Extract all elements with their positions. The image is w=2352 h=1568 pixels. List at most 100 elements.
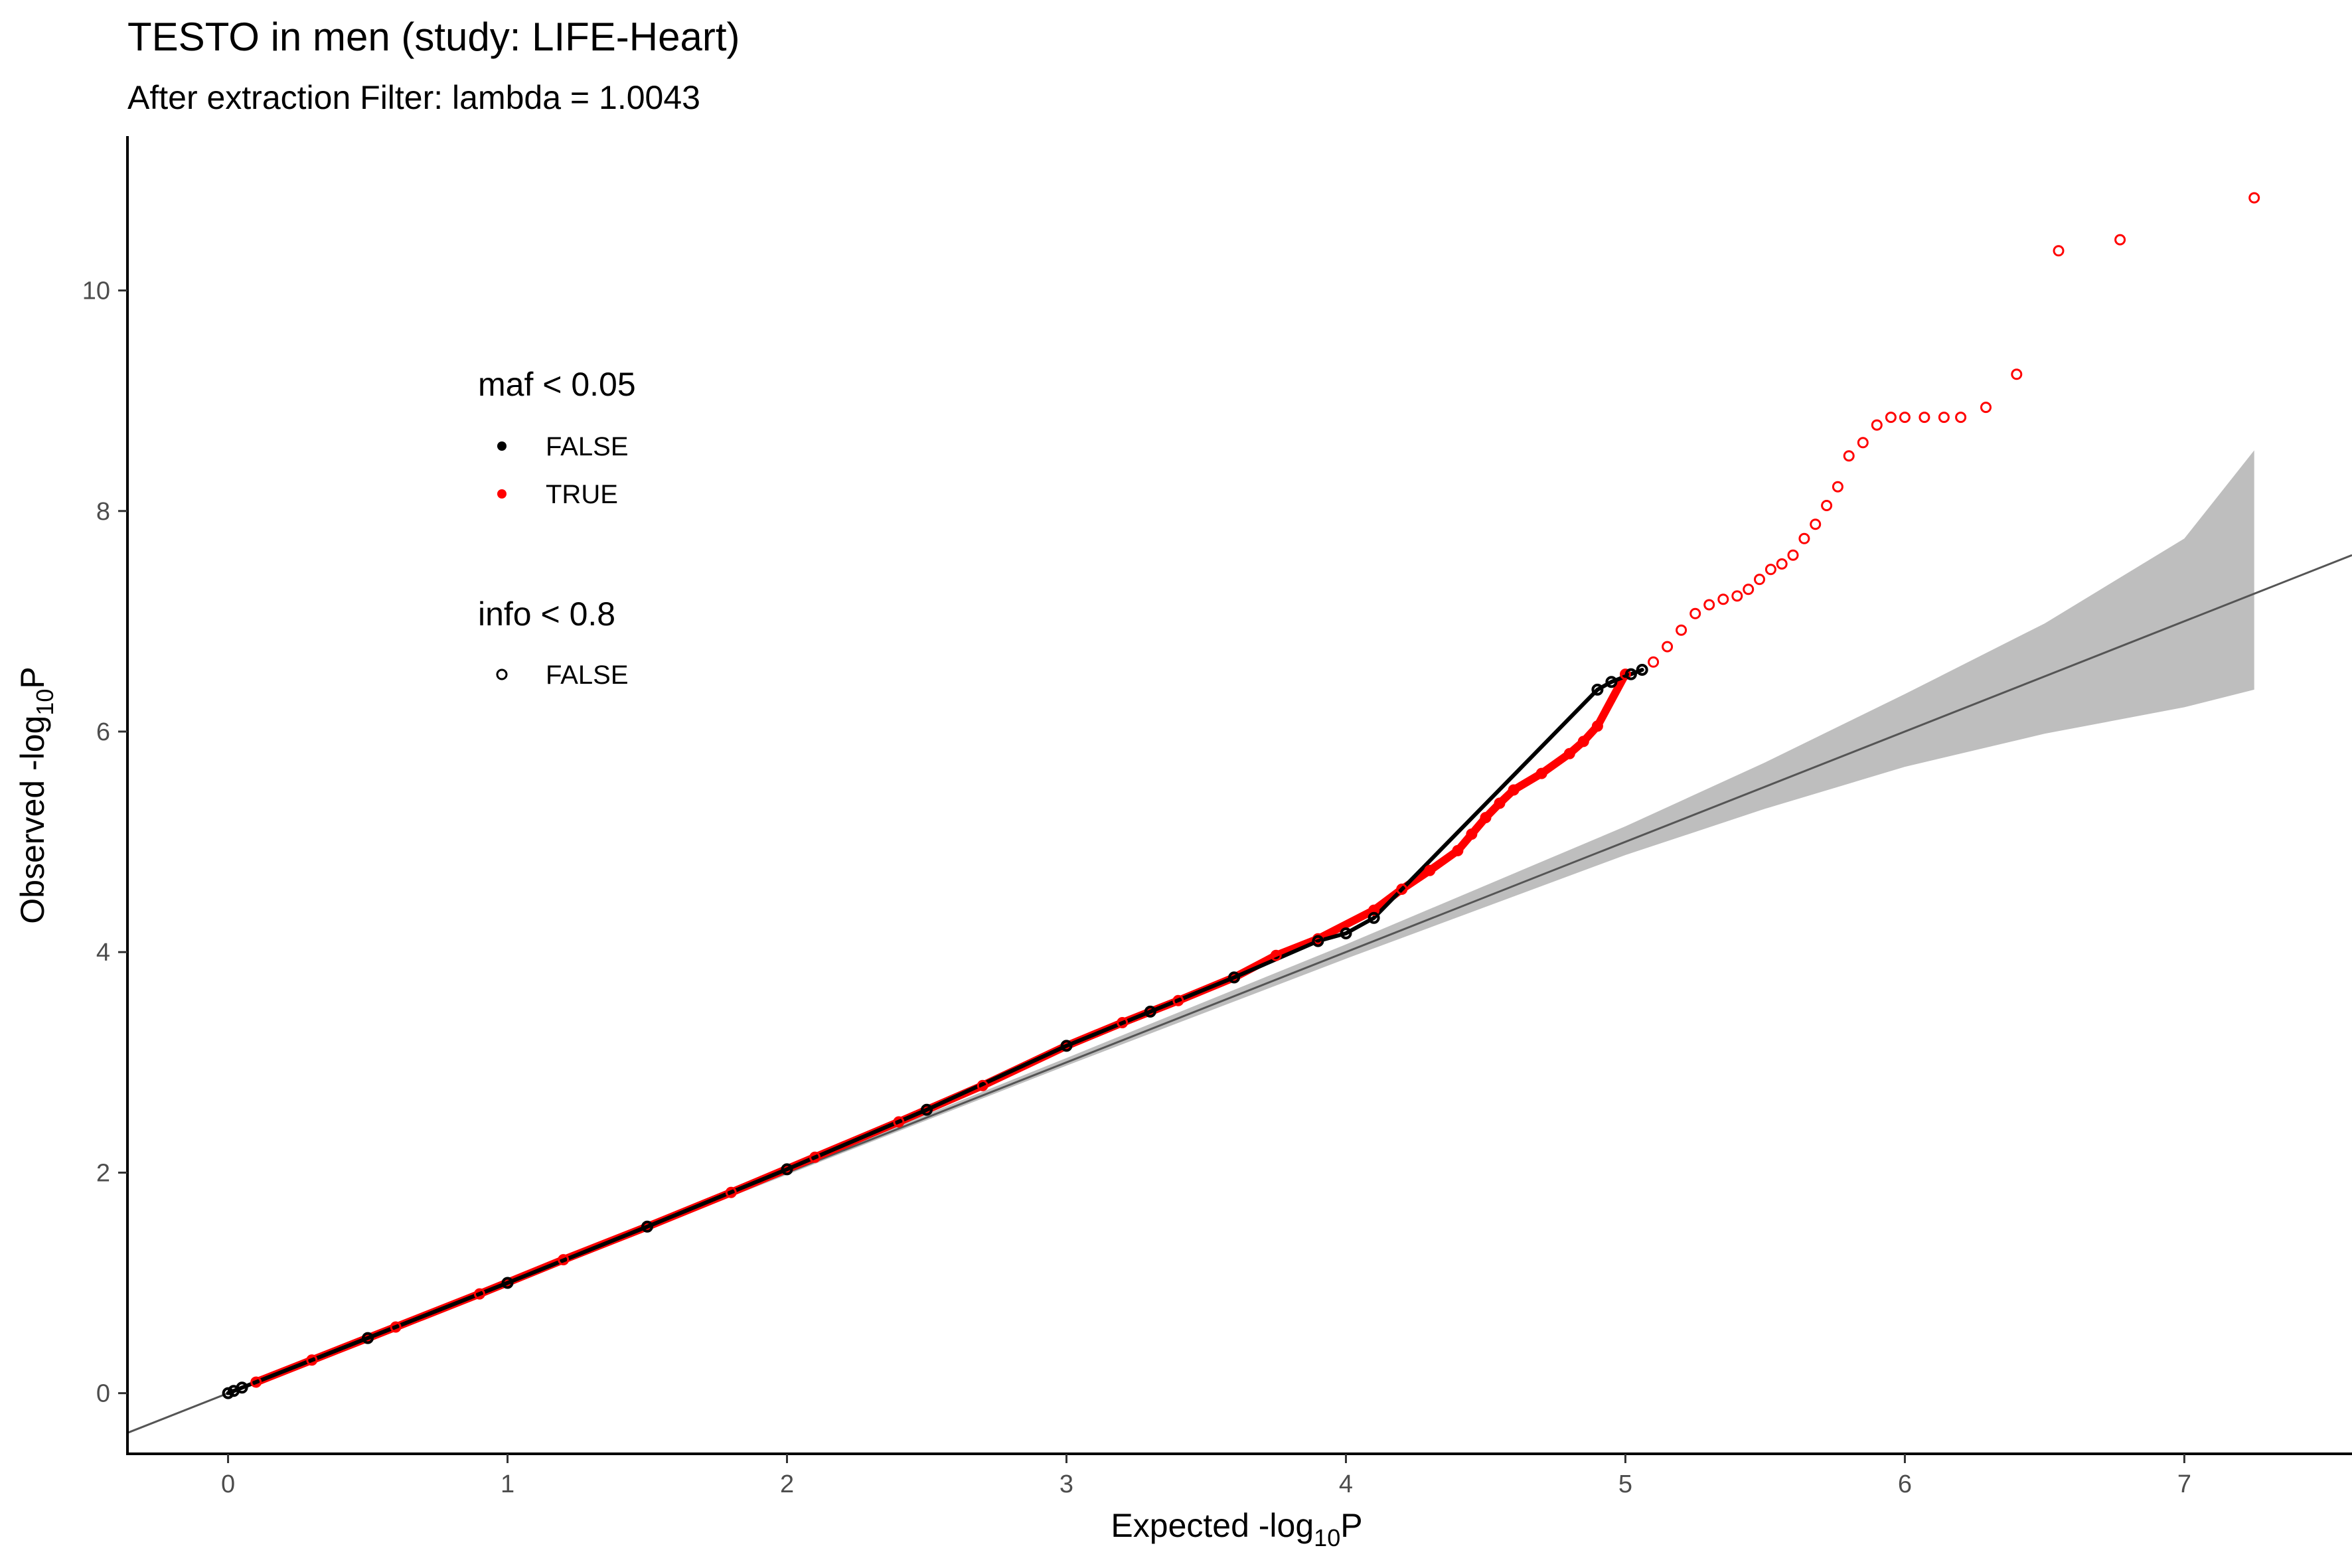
point-true	[1731, 590, 1743, 602]
point-true	[1452, 844, 1464, 856]
point-true	[2114, 234, 2126, 246]
legend-key-info-false	[496, 668, 508, 680]
x-tick-label: 7	[2177, 1470, 2191, 1498]
point-true	[1424, 864, 1436, 876]
point-true	[1396, 884, 1408, 895]
point-true	[1776, 558, 1788, 570]
point-true	[1871, 419, 1883, 431]
point-true	[1955, 412, 1967, 424]
x-tick-label: 6	[1898, 1470, 1912, 1498]
point-true	[1466, 828, 1478, 840]
series-false-track	[226, 668, 1644, 1395]
point-true	[725, 1186, 737, 1198]
point-true	[1798, 532, 1810, 544]
point-true	[1648, 656, 1660, 668]
point-true	[1117, 1017, 1129, 1028]
point-true	[473, 1288, 485, 1300]
point-false	[781, 1163, 793, 1176]
point-true	[558, 1254, 570, 1266]
point-true	[1754, 574, 1765, 586]
legend-title-info: info < 0.8	[478, 595, 615, 633]
point-true	[1843, 450, 1855, 462]
y-tick-label: 8	[96, 498, 110, 526]
x-tick-label: 0	[221, 1470, 235, 1498]
axis-ticks: 0 1 2 3 4 5 6 7 0 2 4 6 8 10	[82, 277, 2191, 1498]
chart-subtitle: After extraction Filter: lambda = 1.0043	[127, 79, 700, 116]
point-false	[921, 1103, 933, 1116]
point-true	[390, 1321, 402, 1333]
point-false	[1636, 664, 1648, 676]
point-false	[1605, 676, 1618, 688]
point-true	[1535, 767, 1547, 779]
point-false	[1312, 935, 1324, 947]
x-tick-label: 5	[1618, 1470, 1632, 1498]
point-true	[1577, 736, 1589, 747]
point-true	[809, 1151, 821, 1163]
legend-key-maf-false	[497, 441, 507, 451]
point-true	[1717, 593, 1729, 605]
point-false	[222, 1387, 234, 1399]
point-true	[1703, 599, 1715, 611]
y-tick-label: 2	[96, 1159, 110, 1187]
point-false	[236, 1381, 248, 1394]
confidence-band	[228, 450, 2254, 1393]
point-true	[1810, 518, 1822, 530]
point-true	[1620, 668, 1631, 680]
point-true	[1764, 564, 1776, 576]
point-true	[1591, 720, 1603, 732]
point-false	[1624, 668, 1637, 680]
point-false	[641, 1220, 653, 1233]
point-true	[1480, 812, 1492, 824]
y-tick-label: 10	[82, 277, 110, 305]
point-true	[1689, 607, 1701, 619]
point-true	[1743, 584, 1755, 595]
point-true	[306, 1354, 318, 1366]
point-false	[1060, 1040, 1073, 1052]
point-true	[1821, 500, 1833, 511]
point-true	[1662, 641, 1674, 653]
point-true	[1508, 784, 1520, 796]
x-tick-label: 3	[1059, 1470, 1073, 1498]
legend: maf < 0.05 FALSE TRUE info < 0.8 FALSE	[478, 366, 636, 690]
point-true	[2053, 245, 2065, 257]
point-false	[501, 1277, 514, 1289]
x-axis-title: Expected -log10P	[1111, 1507, 1362, 1551]
y-tick-label: 0	[96, 1380, 110, 1408]
x-tick-label: 1	[501, 1470, 514, 1498]
plot-panel	[127, 192, 2352, 1434]
point-true	[1938, 412, 1950, 424]
point-false	[1228, 971, 1241, 984]
y-tick-label: 6	[96, 718, 110, 746]
point-true	[1494, 797, 1506, 809]
point-true	[2011, 368, 2023, 380]
point-true	[1787, 549, 1799, 561]
legend-label-info-false: FALSE	[546, 661, 629, 690]
point-false	[1368, 911, 1380, 924]
x-tick-label: 2	[780, 1470, 794, 1498]
point-true	[1172, 994, 1184, 1006]
point-true	[1980, 402, 1992, 414]
x-tick-label: 4	[1339, 1470, 1353, 1498]
legend-label-maf-false: FALSE	[546, 432, 629, 461]
series-true-track	[252, 670, 1630, 1386]
y-tick-label: 4	[96, 939, 110, 967]
point-true	[1368, 904, 1380, 916]
legend-label-maf-true: TRUE	[546, 480, 618, 509]
y-axis-title: Observed -log10P	[14, 666, 58, 923]
point-true	[2248, 192, 2260, 204]
point-true	[1832, 481, 1843, 493]
point-true	[893, 1116, 905, 1128]
point-true	[1885, 412, 1897, 424]
point-true	[1919, 412, 1930, 424]
point-false	[1591, 683, 1604, 696]
point-true	[1857, 437, 1869, 449]
chart-title: TESTO in men (study: LIFE-Heart)	[127, 15, 740, 59]
point-true	[1899, 412, 1911, 424]
point-true	[1563, 747, 1575, 759]
point-true	[1270, 949, 1282, 961]
point-true	[1676, 624, 1687, 636]
legend-title-maf: maf < 0.05	[478, 366, 636, 403]
point-false	[362, 1332, 374, 1344]
point-false	[1340, 927, 1352, 939]
point-true	[977, 1079, 988, 1091]
